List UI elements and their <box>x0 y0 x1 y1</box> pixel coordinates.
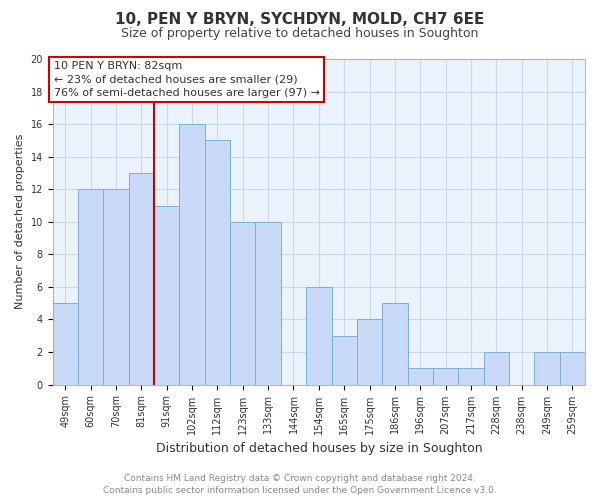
Bar <box>484 352 509 384</box>
Bar <box>78 189 103 384</box>
Bar <box>332 336 357 384</box>
Bar <box>129 173 154 384</box>
Y-axis label: Number of detached properties: Number of detached properties <box>15 134 25 310</box>
Bar <box>256 222 281 384</box>
Bar <box>179 124 205 384</box>
Bar <box>230 222 256 384</box>
Text: 10, PEN Y BRYN, SYCHDYN, MOLD, CH7 6EE: 10, PEN Y BRYN, SYCHDYN, MOLD, CH7 6EE <box>115 12 485 28</box>
X-axis label: Distribution of detached houses by size in Soughton: Distribution of detached houses by size … <box>155 442 482 455</box>
Bar <box>103 189 129 384</box>
Bar <box>357 320 382 384</box>
Bar <box>560 352 585 384</box>
Bar <box>154 206 179 384</box>
Bar <box>205 140 230 384</box>
Bar <box>458 368 484 384</box>
Text: 10 PEN Y BRYN: 82sqm
← 23% of detached houses are smaller (29)
76% of semi-detac: 10 PEN Y BRYN: 82sqm ← 23% of detached h… <box>54 62 320 98</box>
Bar <box>382 303 407 384</box>
Bar <box>535 352 560 384</box>
Bar <box>407 368 433 384</box>
Bar <box>306 287 332 384</box>
Text: Contains HM Land Registry data © Crown copyright and database right 2024.
Contai: Contains HM Land Registry data © Crown c… <box>103 474 497 495</box>
Bar <box>433 368 458 384</box>
Bar <box>53 303 78 384</box>
Text: Size of property relative to detached houses in Soughton: Size of property relative to detached ho… <box>121 28 479 40</box>
